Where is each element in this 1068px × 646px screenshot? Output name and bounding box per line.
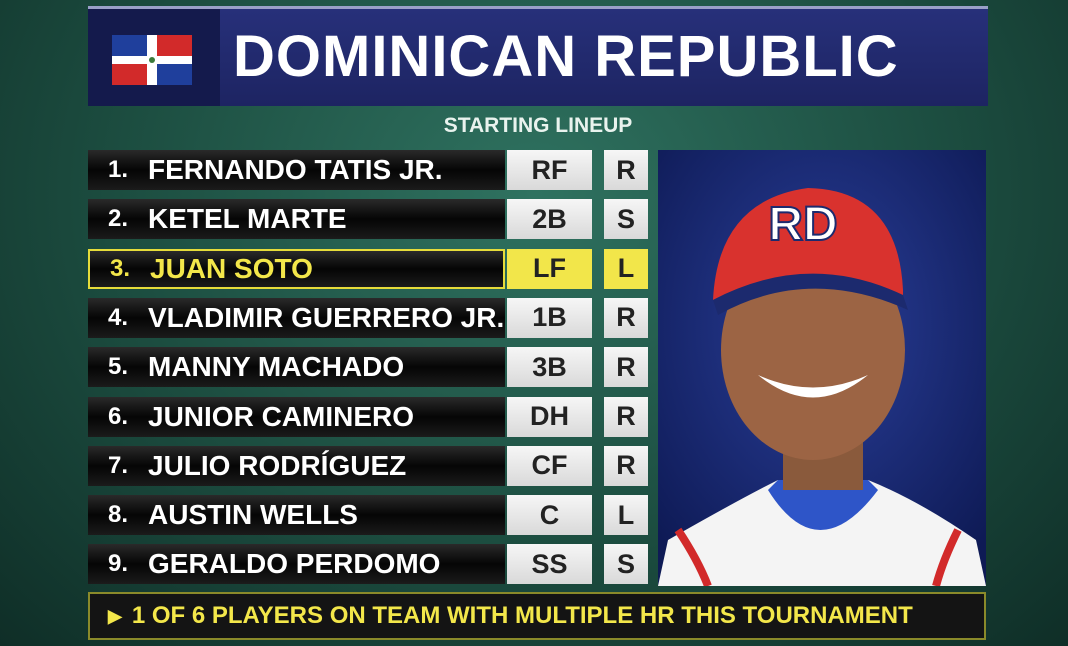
batting-order: 5. <box>108 353 129 381</box>
subtitle: STARTING LINEUP <box>443 114 633 137</box>
bats: S <box>604 199 648 240</box>
player-name-cell: 6. JUNIOR CAMINERO <box>88 396 505 437</box>
player-name: MANNY MACHADO <box>148 351 405 383</box>
bats: L <box>604 248 648 289</box>
svg-text:RD: RD <box>768 198 837 251</box>
position: 1B <box>507 297 592 338</box>
player-name-cell: 3. JUAN SOTO <box>88 248 505 289</box>
position: 2B <box>507 199 592 240</box>
player-name-cell: 4. VLADIMIR GUERRERO JR. <box>88 297 505 338</box>
player-name: JUNIOR CAMINERO <box>148 400 415 432</box>
batting-order: 2. <box>108 205 129 233</box>
position: LF <box>507 248 592 289</box>
player-name-cell: 2. KETEL MARTE <box>88 199 505 240</box>
player-name-cell: 1. FERNANDO TATIS JR. <box>88 150 505 190</box>
title: DOMINICAN REPUBLIC <box>233 24 899 89</box>
batting-order: 1. <box>108 156 129 183</box>
player-photo: RD <box>658 150 986 586</box>
arrow-icon: ▶ <box>108 605 122 626</box>
bats: R <box>604 347 648 388</box>
position: RF <box>507 150 592 190</box>
flag-box <box>88 9 220 106</box>
note-text: 1 OF 6 PLAYERS ON TEAM WITH MULTIPLE HR … <box>131 602 913 629</box>
batting-order: 6. <box>108 402 129 430</box>
batting-order: 7. <box>108 451 129 479</box>
bats: S <box>604 544 648 585</box>
player-name-cell: 9. GERALDO PERDOMO <box>88 544 505 585</box>
player-name: GERALDO PERDOMO <box>148 548 441 580</box>
player-name-cell: 8. AUSTIN WELLS <box>88 495 505 536</box>
batting-order: 9. <box>108 550 129 578</box>
player-name: KETEL MARTE <box>148 203 347 235</box>
player-name: AUSTIN WELLS <box>148 499 358 531</box>
bats: L <box>604 495 648 536</box>
player-name-cell: 7. JULIO RODRÍGUEZ <box>88 445 505 486</box>
bats: R <box>604 150 648 190</box>
bats: R <box>604 297 648 338</box>
position: 3B <box>507 347 592 388</box>
position: SS <box>507 544 592 585</box>
position: DH <box>507 396 592 437</box>
player-name-cell: 5. MANNY MACHADO <box>88 347 505 388</box>
player-name: FERNANDO TATIS JR. <box>148 154 443 185</box>
bats: R <box>604 445 648 486</box>
header-bar: DOMINICAN REPUBLIC <box>88 6 988 106</box>
flag <box>112 35 192 85</box>
batting-order: 4. <box>108 303 129 331</box>
player-name: VLADIMIR GUERRERO JR. <box>148 301 505 333</box>
position: CF <box>507 445 592 486</box>
batting-order: 8. <box>108 501 129 529</box>
footer-note: ▶ 1 OF 6 PLAYERS ON TEAM WITH MULTIPLE H… <box>88 592 986 640</box>
bats: R <box>604 396 648 437</box>
player-name: JULIO RODRÍGUEZ <box>148 449 407 481</box>
position: C <box>507 495 592 536</box>
player-name: JUAN SOTO <box>150 252 313 284</box>
batting-order: 3. <box>110 254 131 282</box>
